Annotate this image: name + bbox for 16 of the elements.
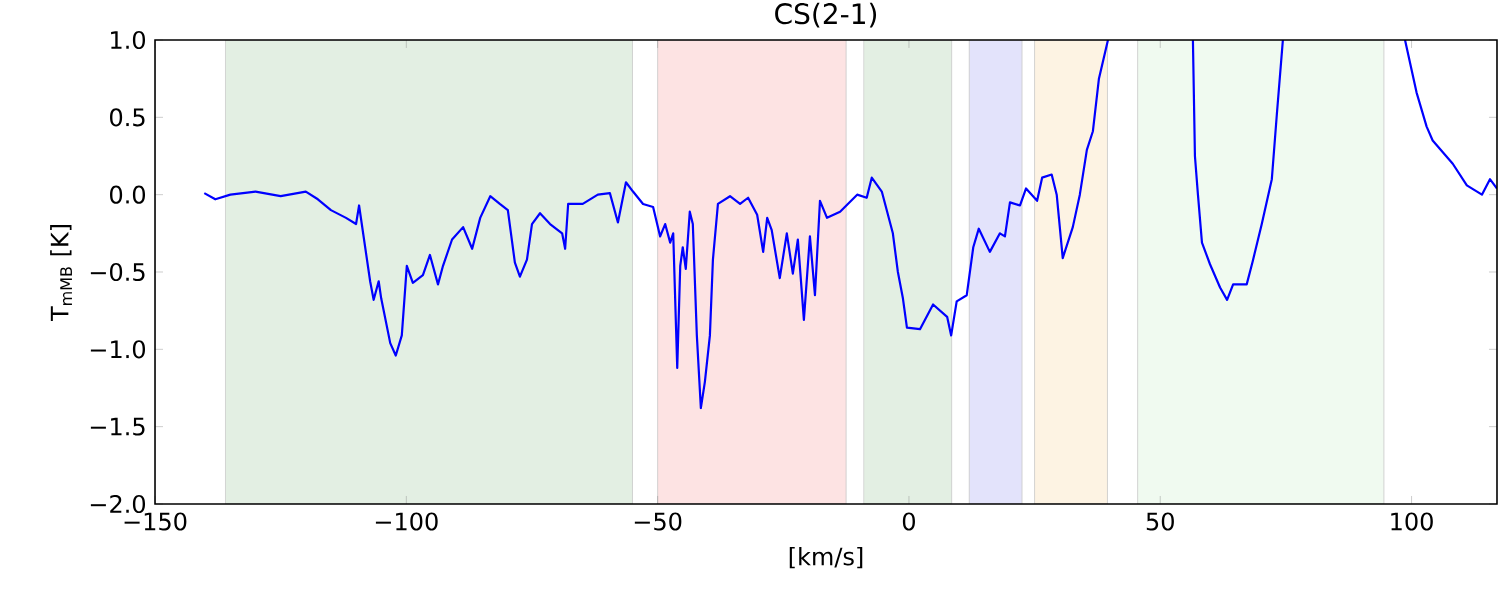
y-tick-label: −1.5	[90, 417, 145, 436]
x-tick-label: −150	[124, 512, 187, 531]
x-tick-label: −100	[375, 512, 438, 531]
chart-title: CS(2-1)	[775, 2, 877, 28]
y-axis-title: T$_{mMB}$ [K]	[50, 224, 72, 322]
y-tick-label: 0.5	[110, 108, 145, 127]
y-tick-label: −1.0	[90, 340, 146, 359]
x-tick-label: 0	[902, 512, 915, 531]
y-tick-label: −0.5	[90, 262, 145, 282]
y-tick-label: 0.0	[110, 185, 146, 204]
x-tick-label: 100	[1391, 512, 1433, 531]
x-tick-label: 50	[1146, 512, 1174, 531]
y-tick-label: −2.0	[90, 494, 146, 514]
x-tick-label: −50	[634, 512, 682, 531]
y-tick-label: 1.0	[111, 30, 146, 50]
x-axis-title: [km/s]	[789, 546, 863, 569]
